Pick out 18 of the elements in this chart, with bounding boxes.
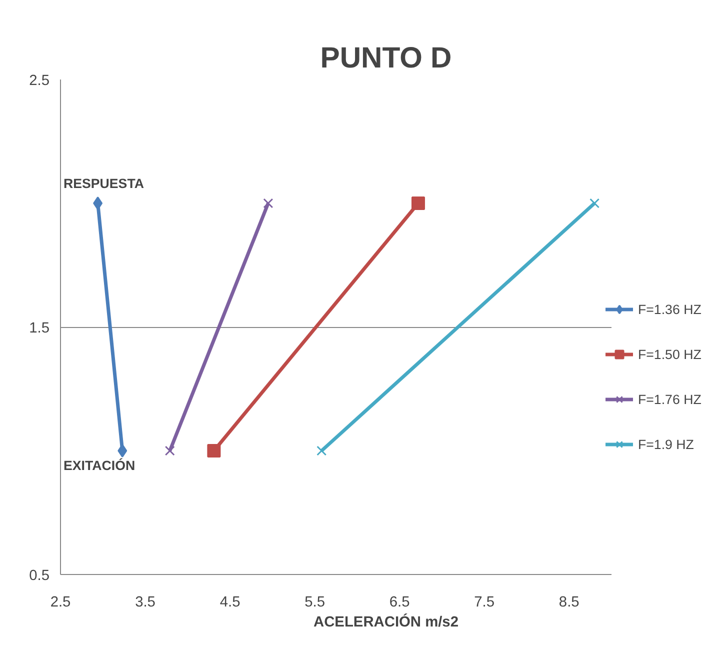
chart-title: PUNTO D <box>320 42 452 74</box>
y-tick-label: 0.5 <box>29 568 50 584</box>
legend-label: F=1.50 HZ <box>638 346 702 362</box>
y-tick-label: 1.5 <box>29 320 50 336</box>
legend-label: F=1.76 HZ <box>638 392 702 406</box>
annotation: EXITACIÓN <box>64 458 136 474</box>
x-tick-label: 7.5 <box>474 594 495 610</box>
y-tick-label: 2.5 <box>29 73 50 89</box>
annotation: RESPUESTA <box>64 176 144 191</box>
x-axis-title: ACELERACIÓN m/s2 <box>314 614 458 630</box>
legend-label: F=1.9 HZ <box>638 436 694 452</box>
x-tick-label: 5.5 <box>304 594 325 610</box>
x-tick-label: 2.5 <box>50 594 71 610</box>
x-tick-label: 4.5 <box>220 594 240 610</box>
legend-label: F=1.36 HZ <box>638 302 702 316</box>
x-tick-label: 8.5 <box>558 594 580 610</box>
x-tick-label: 3.5 <box>135 594 156 610</box>
x-tick-label: 6.5 <box>389 594 410 610</box>
